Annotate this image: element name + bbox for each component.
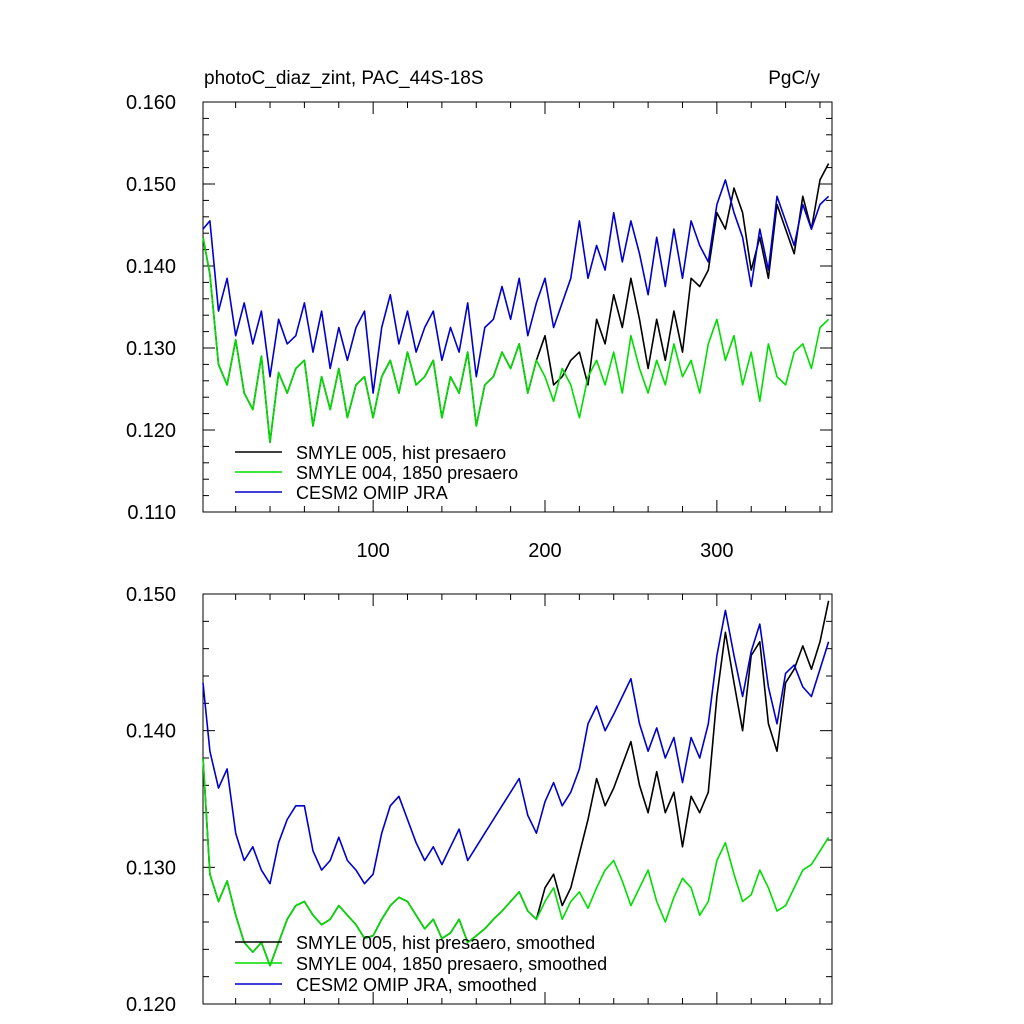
x-tick-label: 200 <box>528 540 561 562</box>
chart-units: PgC/y <box>768 68 820 89</box>
y-tick-label: 0.150 <box>126 584 176 606</box>
x-tick-label: 300 <box>700 540 733 562</box>
y-tick-label: 0.110 <box>127 502 176 524</box>
y-tick-label: 0.160 <box>126 92 176 114</box>
y-tick-label: 0.150 <box>126 174 176 196</box>
x-tick-label: 100 <box>356 540 389 562</box>
series-lines <box>202 163 830 444</box>
axes: 0.110 0.120 0.130 0.140 0.150 0.160 100 200 300 <box>126 92 832 562</box>
series-line-2 <box>202 757 830 967</box>
legend-label: SMYLE 004, 1850 presaero, smoothed <box>296 954 607 974</box>
y-tick-label: 0.130 <box>126 338 176 360</box>
series-line-3 <box>202 609 830 885</box>
series-line-1 <box>202 163 830 444</box>
axes: 0.120 0.130 0.140 0.150 <box>126 584 832 1016</box>
series-lines <box>202 600 830 967</box>
y-tick-label: 0.120 <box>126 420 176 442</box>
legend-label: CESM2 OMIP JRA, smoothed <box>296 975 537 995</box>
y-tick-label: 0.120 <box>126 994 176 1016</box>
y-tick-label: 0.140 <box>126 721 176 743</box>
y-tick-label: 0.140 <box>126 256 176 278</box>
legend-label: SMYLE 004, 1850 presaero <box>296 463 518 483</box>
series-line-2 <box>202 237 830 444</box>
y-tick-label: 0.130 <box>126 857 176 879</box>
legend-label: CESM2 OMIP JRA <box>296 483 448 503</box>
series-line-3 <box>202 179 830 394</box>
legend-label: SMYLE 005, hist presaero <box>296 443 506 463</box>
bottom-panel: 0.120 0.130 0.140 0.150 SMYLE 005, hist pre… <box>126 584 833 1016</box>
top-panel: photoC_diaz_zint, PAC_44S-18S PgC/y 0.11… <box>126 68 833 562</box>
legend-label: SMYLE 005, hist presaero, smoothed <box>296 933 595 953</box>
chart-title: photoC_diaz_zint, PAC_44S-18S <box>204 68 484 89</box>
legend: SMYLE 005, hist presaero, smoothedSMYLE … <box>235 933 607 995</box>
plot-frame <box>202 593 833 1005</box>
plot-frame <box>202 101 833 513</box>
